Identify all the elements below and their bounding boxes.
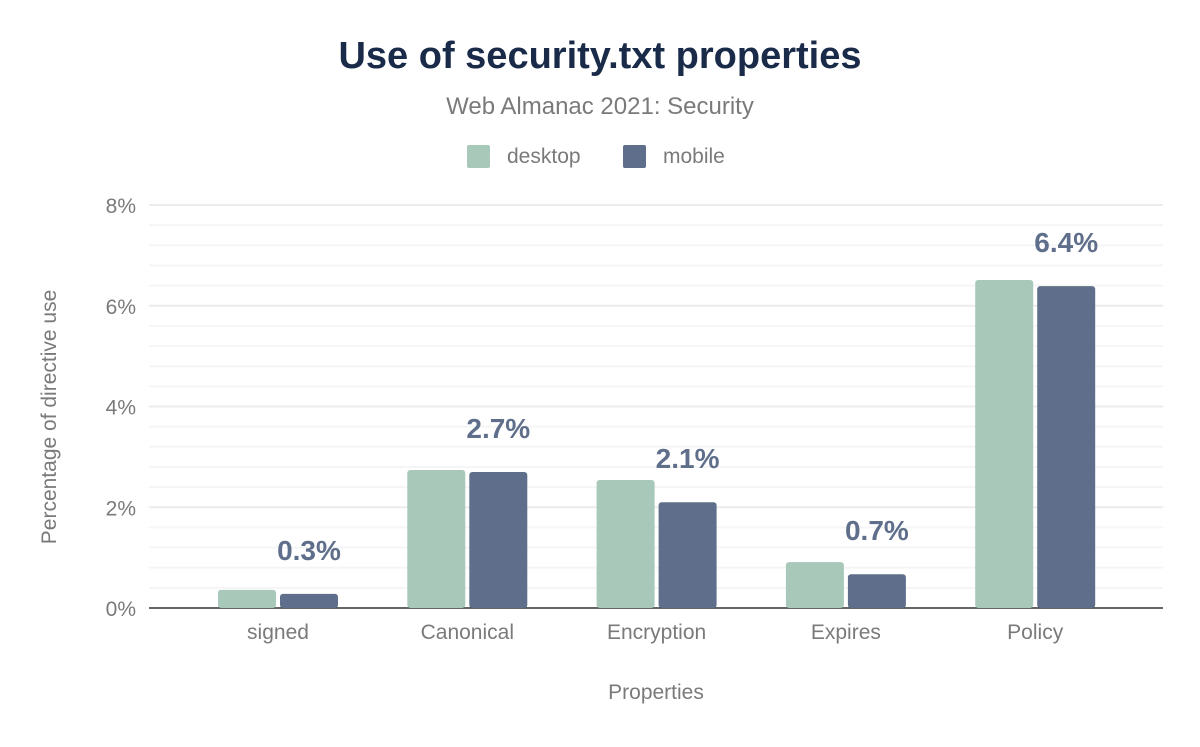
data-label: 6.4% xyxy=(1034,227,1098,258)
legend-label-mobile[interactable]: mobile xyxy=(663,145,725,168)
y-tick-label: 2% xyxy=(106,497,136,520)
y-tick-label: 6% xyxy=(106,296,136,319)
legend-swatch-desktop xyxy=(467,145,490,168)
data-label: 0.3% xyxy=(277,535,341,566)
data-label: 2.7% xyxy=(466,413,530,444)
y-axis-label: Percentage of directive use xyxy=(38,290,61,544)
bar-mobile[interactable] xyxy=(469,471,528,608)
y-tick-label: 4% xyxy=(106,397,136,420)
legend: desktop mobile xyxy=(467,145,725,168)
bar-desktop[interactable] xyxy=(407,469,466,608)
bar-mobile[interactable] xyxy=(280,593,338,608)
x-tick-label: Policy xyxy=(1007,621,1064,644)
y-tick-label: 8% xyxy=(106,195,136,218)
legend-swatch-mobile xyxy=(623,145,646,168)
data-label: 2.1% xyxy=(656,443,720,474)
bar-mobile[interactable] xyxy=(1037,286,1096,608)
x-axis: signed Canonical Encryption Expires Policy xyxy=(247,621,1064,644)
legend-label-desktop[interactable]: desktop xyxy=(507,145,581,168)
x-axis-label: Properties xyxy=(608,681,704,704)
bar-mobile[interactable] xyxy=(658,502,717,608)
bar-desktop[interactable] xyxy=(218,589,276,608)
chart-subtitle: Web Almanac 2021: Security xyxy=(446,93,754,120)
chart-title: Use of security.txt properties xyxy=(338,35,861,77)
bars: 0.3% 2.7% 2.1% 0.7% 6.4% xyxy=(218,227,1098,608)
bar-desktop[interactable] xyxy=(785,562,844,608)
x-tick-label: Canonical xyxy=(421,621,514,644)
x-tick-label: Encryption xyxy=(607,621,706,644)
x-tick-label: Expires xyxy=(811,621,881,644)
data-label: 0.7% xyxy=(845,515,909,546)
y-tick-label: 0% xyxy=(106,598,136,621)
bar-mobile[interactable] xyxy=(847,574,906,608)
bar-desktop[interactable] xyxy=(596,480,655,608)
x-tick-label: signed xyxy=(247,621,309,644)
y-axis: 0% 2% 4% 6% 8% xyxy=(106,195,136,621)
bar-desktop[interactable] xyxy=(975,280,1034,608)
